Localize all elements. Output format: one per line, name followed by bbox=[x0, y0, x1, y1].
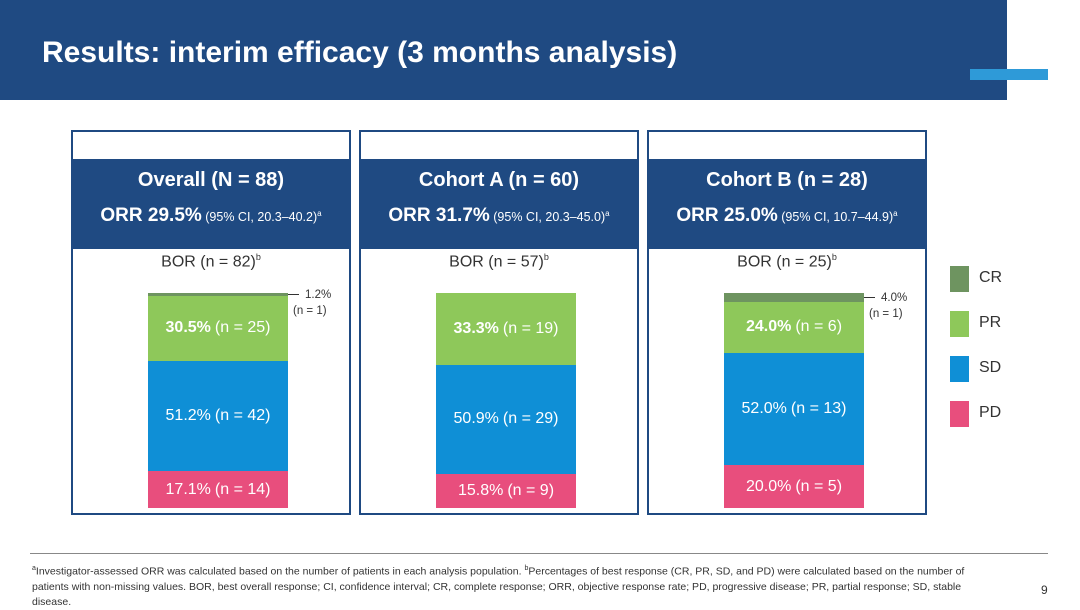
cohort-title: Cohort B (n = 28) bbox=[706, 169, 868, 191]
bor-text: BOR (n = 25) bbox=[737, 253, 832, 271]
legend-label: PD bbox=[979, 404, 1002, 421]
orr-line: ORR 29.5% (95% CI, 20.3–40.2)a bbox=[73, 205, 349, 227]
segment-count: (n = 6) bbox=[795, 318, 843, 336]
bor-text: BOR (n = 82) bbox=[161, 253, 256, 271]
footnote-text-a: Investigator-assessed ORR was calculated… bbox=[35, 565, 525, 578]
page-number: 9 bbox=[1041, 583, 1048, 597]
orr-ci: (95% CI, 20.3–40.2) bbox=[205, 210, 318, 224]
bor-footnote-marker: b bbox=[543, 252, 549, 262]
segment-percent: 51.2% bbox=[165, 407, 211, 425]
segment-count: (n = 14) bbox=[214, 480, 271, 498]
orr-line: ORR 31.7% (95% CI, 20.3–45.0)a bbox=[361, 205, 637, 227]
cr-leader-line bbox=[288, 294, 299, 296]
orr-ci: (95% CI, 20.3–45.0) bbox=[493, 210, 606, 224]
segment-count: (n = 42) bbox=[214, 407, 271, 425]
segment-percent: 15.8% bbox=[457, 482, 504, 499]
bor-text: BOR (n = 57) bbox=[449, 253, 544, 271]
segment-percent: 30.5% bbox=[165, 319, 211, 337]
panel-header: Cohort B (n = 28) ORR 25.0% (95% CI, 10.7… bbox=[649, 159, 925, 249]
panel-header: Overall (N = 88) ORR 29.5% (95% CI, 20.3–… bbox=[73, 159, 349, 249]
footnote: aInvestigator-assessed ORR was calculate… bbox=[32, 561, 992, 610]
segment-percent: 17.1% bbox=[165, 480, 211, 498]
legend-swatch bbox=[950, 401, 969, 427]
orr-value: ORR 31.7% bbox=[388, 205, 490, 226]
bar-segment-pr: 33.3% (n = 19) bbox=[436, 293, 576, 365]
orr-value: ORR 25.0% bbox=[676, 205, 778, 226]
legend-swatch bbox=[950, 311, 969, 337]
segment-count: (n = 25) bbox=[214, 319, 271, 337]
legend-label: PR bbox=[979, 314, 1002, 331]
segment-percent: 50.9% bbox=[453, 410, 499, 428]
segment-count: (n = 29) bbox=[502, 410, 559, 428]
legend-label: SD bbox=[979, 359, 1002, 376]
legend-swatch bbox=[950, 266, 969, 292]
segment-count: (n = 5) bbox=[795, 477, 843, 495]
bar-segment-pd: 15.8% (n = 9) bbox=[436, 474, 576, 508]
bor-label: BOR (n = 82)b bbox=[73, 252, 349, 271]
legend-label: CR bbox=[979, 269, 1003, 286]
bar-segment-pr: 24.0% (n = 6) bbox=[724, 301, 864, 354]
segment-count: (n = 19) bbox=[502, 319, 559, 337]
slide-title: Results: interim efficacy (3 months anal… bbox=[42, 36, 678, 69]
legend-swatch bbox=[950, 356, 969, 382]
segment-count: (n = 13) bbox=[790, 400, 847, 418]
orr-line: ORR 25.0% (95% CI, 10.7–44.9)a bbox=[649, 205, 925, 227]
accent-bar bbox=[970, 69, 1048, 80]
bar-segment-pd: 17.1% (n = 14) bbox=[148, 471, 288, 508]
cohort-title: Overall (N = 88) bbox=[137, 169, 285, 191]
orr-value: ORR 29.5% bbox=[100, 205, 202, 226]
bar-segment-sd: 50.9% (n = 29) bbox=[436, 364, 576, 475]
chart-panel: Overall (N = 88) ORR 29.5% (95% CI, 20.3–… bbox=[71, 130, 351, 515]
cr-percent: 1.2% bbox=[305, 289, 332, 302]
segment-percent: 24.0% bbox=[745, 318, 792, 336]
bor-footnote-marker: b bbox=[831, 252, 837, 262]
orr-ci: (95% CI, 10.7–44.9) bbox=[781, 210, 894, 224]
segment-percent: 52.0% bbox=[741, 400, 787, 418]
title-banner: Results: interim efficacy (3 months anal… bbox=[0, 0, 1007, 100]
bar-segment-cr bbox=[148, 293, 288, 296]
cr-data-label: 4.0% (n = 1) bbox=[869, 290, 908, 322]
orr-footnote-marker: a bbox=[893, 208, 898, 218]
cr-leader-line bbox=[864, 297, 875, 299]
bor-label: BOR (n = 25)b bbox=[649, 252, 925, 271]
cr-data-label: 1.2% (n = 1) bbox=[293, 287, 332, 319]
bar-segment-sd: 51.2% (n = 42) bbox=[148, 361, 288, 472]
footnote-divider bbox=[30, 553, 1048, 554]
bar-segment-pd: 20.0% (n = 5) bbox=[724, 465, 864, 508]
footnote-marker-b: b bbox=[524, 565, 529, 572]
segment-percent: 33.3% bbox=[453, 319, 499, 337]
panel-header: Cohort A (n = 60) ORR 31.7% (95% CI, 20.3… bbox=[361, 159, 637, 249]
cr-count: (n = 1) bbox=[293, 305, 327, 318]
segment-count: (n = 9) bbox=[507, 482, 555, 499]
bor-footnote-marker: b bbox=[255, 252, 261, 262]
bar-segment-sd: 52.0% (n = 13) bbox=[724, 353, 864, 465]
footnote-text-b: Percentages of best response (CR, PR, SD… bbox=[32, 565, 965, 608]
cr-percent: 4.0% bbox=[881, 292, 908, 305]
orr-footnote-marker: a bbox=[317, 208, 322, 218]
footnote-marker-a: a bbox=[32, 565, 36, 572]
bar-segment-pr: 30.5% (n = 25) bbox=[148, 295, 288, 362]
bor-label: BOR (n = 57)b bbox=[361, 252, 637, 271]
cohort-title: Cohort A (n = 60) bbox=[418, 169, 580, 191]
orr-footnote-marker: a bbox=[605, 208, 610, 218]
segment-percent: 20.0% bbox=[745, 477, 792, 495]
bar-segment-cr bbox=[724, 293, 864, 302]
cr-count: (n = 1) bbox=[869, 308, 903, 321]
